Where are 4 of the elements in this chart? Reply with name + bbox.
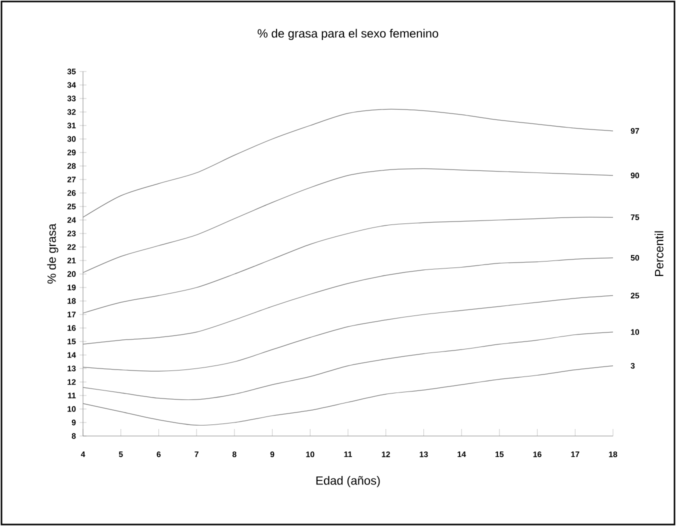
y-axis-title: % de grasa xyxy=(47,224,58,284)
x-axis-title: Edad (años) xyxy=(316,476,380,488)
y2-axis-title: Percentil xyxy=(654,231,664,276)
chart-title: % de grasa para el sexo femenino xyxy=(258,28,438,40)
